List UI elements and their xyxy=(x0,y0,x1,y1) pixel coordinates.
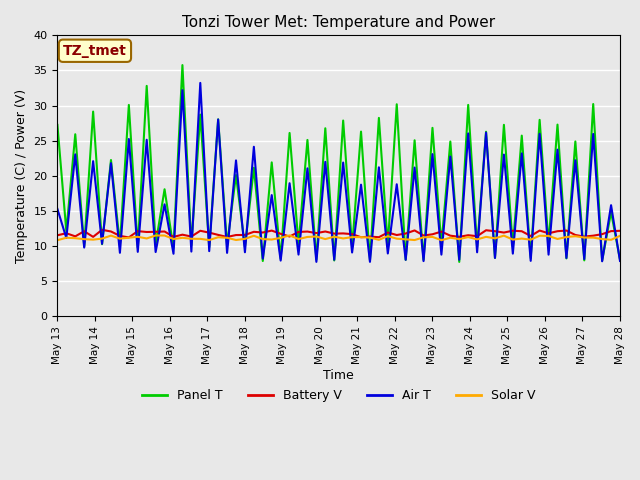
Battery V xyxy=(438,229,445,235)
Panel T xyxy=(294,241,302,247)
Air T xyxy=(348,250,356,255)
Line: Battery V: Battery V xyxy=(58,230,620,238)
Panel T xyxy=(54,122,61,128)
Battery V xyxy=(348,231,356,237)
Battery V xyxy=(616,228,624,234)
Line: Solar V: Solar V xyxy=(58,235,620,240)
Panel T xyxy=(339,118,347,123)
Panel T xyxy=(616,257,624,263)
Air T xyxy=(429,151,436,157)
Battery V xyxy=(98,227,106,233)
Air T xyxy=(125,136,132,142)
Solar V xyxy=(54,237,61,243)
Solar V xyxy=(339,236,347,241)
Panel T xyxy=(125,102,132,108)
Air T xyxy=(54,206,61,212)
Solar V xyxy=(375,237,383,243)
Air T xyxy=(384,251,392,256)
Legend: Panel T, Battery V, Air T, Solar V: Panel T, Battery V, Air T, Solar V xyxy=(137,384,540,407)
Panel T xyxy=(429,125,436,131)
Text: TZ_tmet: TZ_tmet xyxy=(63,44,127,58)
Air T xyxy=(312,259,320,265)
Air T xyxy=(616,258,624,264)
Solar V xyxy=(420,234,428,240)
Battery V xyxy=(125,235,132,240)
Solar V xyxy=(125,235,132,240)
Line: Air T: Air T xyxy=(58,83,620,262)
Title: Tonzi Tower Met: Temperature and Power: Tonzi Tower Met: Temperature and Power xyxy=(182,15,495,30)
Panel T xyxy=(179,62,186,68)
Battery V xyxy=(54,232,61,238)
X-axis label: Time: Time xyxy=(323,369,354,382)
Solar V xyxy=(294,236,302,242)
Battery V xyxy=(143,229,150,235)
Air T xyxy=(294,252,302,257)
Air T xyxy=(438,252,445,257)
Battery V xyxy=(303,228,311,234)
Panel T xyxy=(420,257,428,263)
Solar V xyxy=(285,232,293,238)
Solar V xyxy=(616,233,624,239)
Battery V xyxy=(384,229,392,235)
Solar V xyxy=(429,234,436,240)
Panel T xyxy=(375,115,383,121)
Y-axis label: Temperature (C) / Power (V): Temperature (C) / Power (V) xyxy=(15,89,28,263)
Air T xyxy=(196,80,204,86)
Battery V xyxy=(429,231,436,237)
Line: Panel T: Panel T xyxy=(58,65,620,262)
Panel T xyxy=(456,259,463,265)
